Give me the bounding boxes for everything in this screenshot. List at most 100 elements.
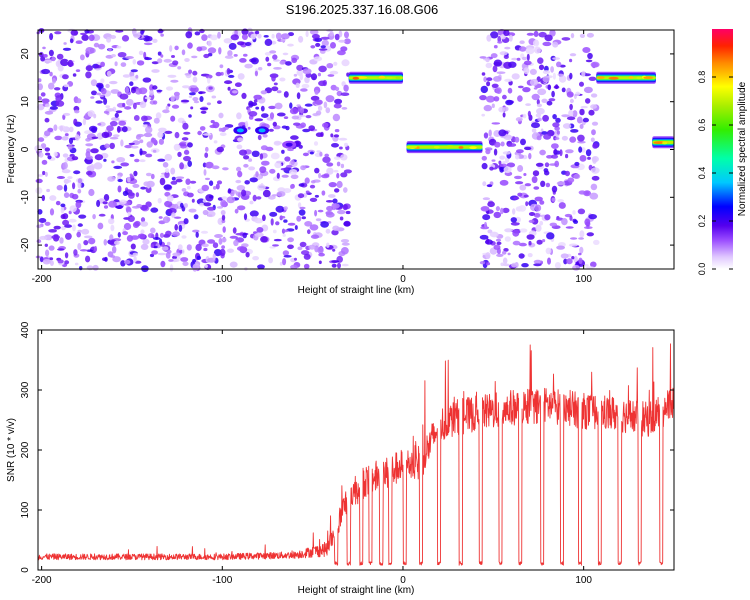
heatmap-cell: [576, 116, 583, 124]
heatmap-cell: [243, 213, 248, 221]
heatmap-cell: [227, 50, 233, 57]
heatmap-cell: [108, 48, 112, 52]
heatmap-cell: [218, 127, 222, 132]
y-tick-label: 20: [20, 48, 31, 60]
heatmap-cell: [170, 115, 176, 122]
heatmap-cell: [572, 210, 576, 215]
heatmap-cell: [568, 243, 578, 247]
heatmap-cell: [271, 86, 279, 92]
heatmap-cell: [36, 224, 42, 229]
heatmap-cell: [260, 145, 268, 151]
heatmap-cell: [76, 98, 82, 104]
heatmap-cell: [159, 177, 166, 186]
heatmap-cell: [286, 164, 293, 168]
heatmap-cell: [139, 101, 147, 109]
heatmap-cell: [276, 172, 280, 179]
heatmap-cell: [53, 225, 61, 230]
heatmap-cell: [491, 103, 495, 109]
heatmap-cell: [542, 114, 549, 122]
heatmap-cell: [284, 156, 291, 162]
heatmap-cell: [288, 32, 294, 37]
heatmap-cell: [53, 124, 58, 131]
heatmap-cell: [276, 160, 282, 164]
heatmap-cell: [317, 246, 324, 254]
heatmap-cell: [223, 38, 233, 44]
heatmap-cell: [247, 126, 251, 130]
heatmap-cell: [485, 57, 490, 63]
heatmap-cell: [226, 196, 236, 204]
heatmap-cell: [233, 54, 238, 57]
heatmap-cell: [542, 239, 546, 243]
heatmap-cell: [166, 195, 174, 202]
heatmap-cell: [49, 106, 59, 110]
colorbar-tick-label: 0.6: [697, 119, 707, 132]
heatmap-cell: [202, 209, 209, 216]
heatmap-cell: [158, 138, 164, 145]
heatmap-cell: [590, 104, 598, 109]
heatmap-cell: [507, 87, 513, 94]
heatmap-cell: [299, 241, 307, 248]
heatmap-cell: [569, 58, 573, 63]
heatmap-cell: [511, 57, 518, 61]
heatmap-cell: [493, 148, 498, 156]
heatmap-cell: [565, 226, 574, 229]
heatmap-cell: [297, 246, 303, 251]
heatmap-cell: [304, 221, 313, 227]
x-tick-label: 0: [400, 575, 406, 586]
heatmap-cell: [290, 135, 299, 140]
heatmap-cell: [335, 86, 340, 91]
heatmap-cell: [556, 181, 566, 186]
heatmap-cell: [546, 100, 553, 106]
heatmap-cell: [214, 234, 223, 238]
heatmap-cell: [257, 33, 262, 39]
heatmap-cell: [115, 110, 123, 114]
heatmap-cell: [100, 87, 107, 95]
heatmap-cell: [218, 237, 223, 245]
heatmap-cell: [593, 239, 600, 245]
heatmap-cell: [556, 61, 562, 68]
heatmap-cell: [155, 112, 162, 119]
snr-series-line: [37, 343, 675, 566]
heatmap-cell: [213, 186, 217, 190]
heatmap-cell: [54, 31, 62, 35]
heatmap-cell: [313, 56, 323, 62]
heatmap-cell: [230, 34, 239, 41]
heatmap-peak: [653, 141, 664, 145]
heatmap-cell: [172, 252, 181, 257]
heatmap-cell: [257, 264, 265, 270]
heatmap-cell: [316, 150, 321, 153]
heatmap-cell: [534, 196, 543, 202]
heatmap-cell: [496, 71, 506, 74]
heatmap-cell: [199, 126, 206, 131]
heatmap-cell: [219, 132, 227, 137]
heatmap-cell: [586, 266, 595, 269]
x-tick-label: -200: [32, 575, 52, 586]
heatmap-cell: [253, 99, 258, 103]
heatmap-cell: [175, 176, 185, 179]
heatmap-cell: [512, 208, 516, 215]
heatmap-cell: [502, 207, 510, 214]
heatmap-cell: [40, 92, 46, 97]
heatmap-cell: [525, 47, 535, 55]
heatmap-cell: [206, 102, 211, 106]
heatmap-cell: [80, 54, 85, 61]
heatmap-cell: [508, 61, 517, 68]
heatmap-cell: [198, 91, 206, 94]
heatmap-cell: [45, 152, 51, 156]
heatmap-cell: [572, 264, 581, 271]
heatmap-cell: [97, 222, 104, 230]
heatmap-cell: [585, 149, 592, 157]
heatmap-cell: [534, 46, 541, 54]
heatmap-cell: [338, 39, 346, 43]
heatmap-cell: [129, 81, 134, 86]
heatmap-cell: [103, 194, 110, 202]
heatmap-cell: [60, 58, 69, 67]
heatmap-cell: [544, 214, 551, 221]
heatmap-cell: [62, 213, 69, 220]
heatmap-cell: [529, 68, 537, 75]
heatmap-cell: [527, 253, 533, 258]
heatmap-cell: [532, 170, 540, 177]
heatmap-cell: [203, 169, 207, 176]
heatmap-cell: [44, 221, 51, 226]
heatmap-cell: [340, 154, 348, 161]
